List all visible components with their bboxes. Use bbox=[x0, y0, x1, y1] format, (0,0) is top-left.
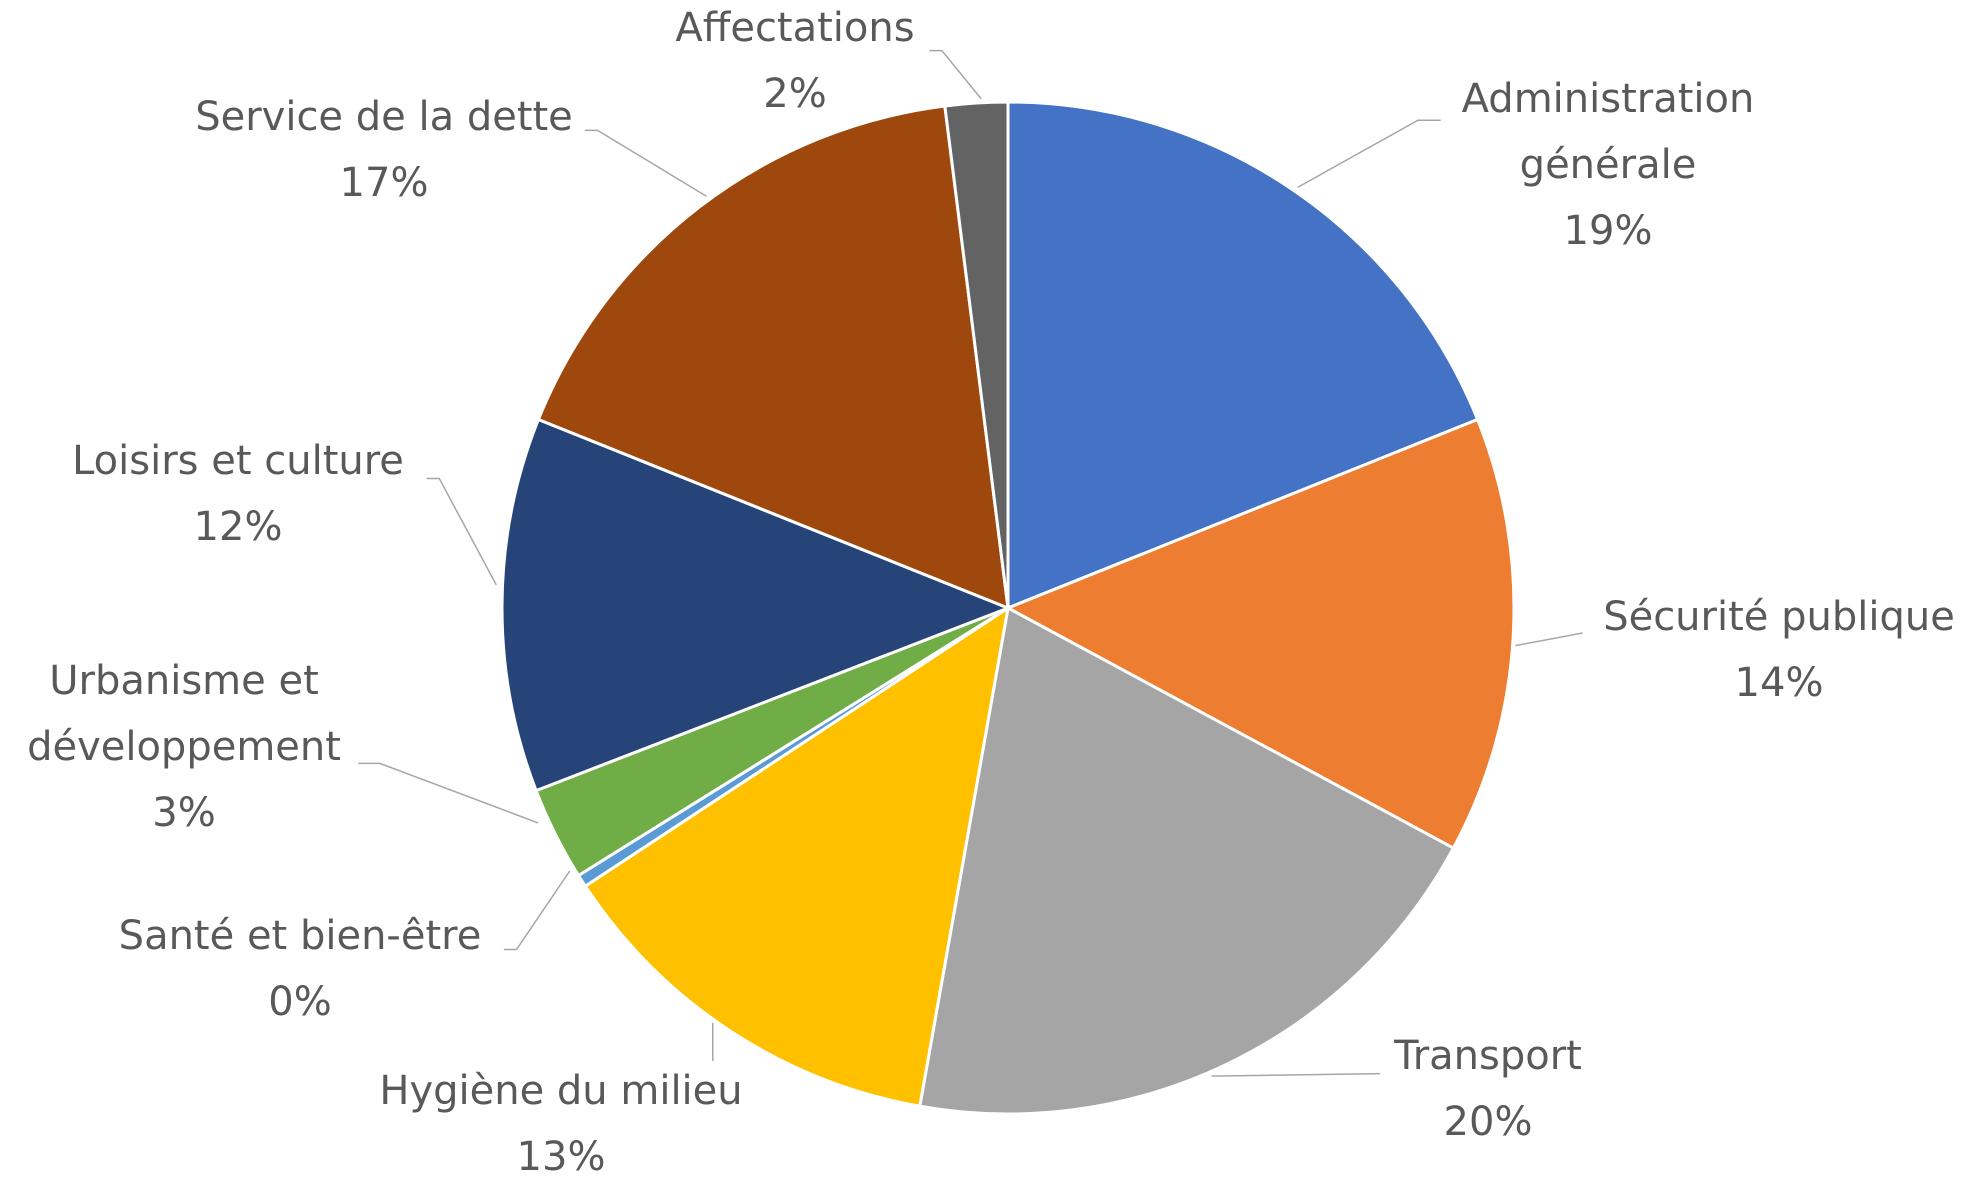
category-label: Hygiène du milieu bbox=[379, 1068, 743, 1114]
category-label: Administration générale bbox=[1461, 76, 1755, 188]
category-label: Affectations bbox=[675, 5, 915, 51]
leader-line bbox=[503, 870, 571, 951]
pie-slice bbox=[943, 100, 1010, 609]
category-label: Loisirs et culture bbox=[72, 438, 404, 484]
value-label: 0% bbox=[268, 979, 332, 1025]
pie-slice bbox=[536, 104, 1010, 611]
leader-line bbox=[426, 477, 497, 586]
pie-slice bbox=[500, 417, 1013, 793]
value-label: 17% bbox=[339, 160, 429, 206]
category-label: Transport bbox=[1394, 1033, 1582, 1079]
value-label: 14% bbox=[1734, 660, 1824, 706]
value-label: 20% bbox=[1443, 1099, 1533, 1145]
leader-line bbox=[1211, 1072, 1380, 1077]
slice-label: Transport 20% bbox=[1394, 1023, 1582, 1155]
pie-slice bbox=[1004, 417, 1516, 851]
pie-slice bbox=[583, 604, 1011, 1108]
leader-line bbox=[929, 49, 982, 100]
category-label: Santé et bien-être bbox=[118, 913, 482, 959]
value-label: 13% bbox=[516, 1134, 606, 1180]
slice-label: Service de la dette 17% bbox=[195, 84, 573, 216]
value-label: 3% bbox=[152, 790, 216, 836]
slice-label: Hygiène du milieu 13% bbox=[379, 1058, 742, 1190]
slice-label: Sécurité publique 14% bbox=[1603, 584, 1955, 716]
slice-label: Affectations 2% bbox=[675, 0, 914, 127]
slice-label: Urbanisme et développement 3% bbox=[0, 648, 369, 846]
slice-label: Administration générale 19% bbox=[1408, 66, 1808, 264]
value-label: 2% bbox=[763, 71, 827, 117]
category-label: Sécurité publique bbox=[1603, 594, 1955, 640]
value-label: 12% bbox=[193, 504, 283, 550]
leader-line bbox=[358, 762, 539, 824]
leader-line bbox=[584, 129, 707, 197]
category-label: Urbanisme et développement bbox=[27, 658, 341, 770]
slice-label: Loisirs et culture 12% bbox=[72, 428, 404, 560]
value-label: 19% bbox=[1563, 208, 1653, 254]
pie-slice bbox=[918, 605, 1456, 1116]
leader-line bbox=[1297, 119, 1441, 189]
pie-slice bbox=[1006, 100, 1480, 611]
slice-label: Santé et bien-être 0% bbox=[119, 903, 482, 1035]
leader-line bbox=[1515, 632, 1583, 647]
category-label: Service de la dette bbox=[195, 94, 573, 140]
